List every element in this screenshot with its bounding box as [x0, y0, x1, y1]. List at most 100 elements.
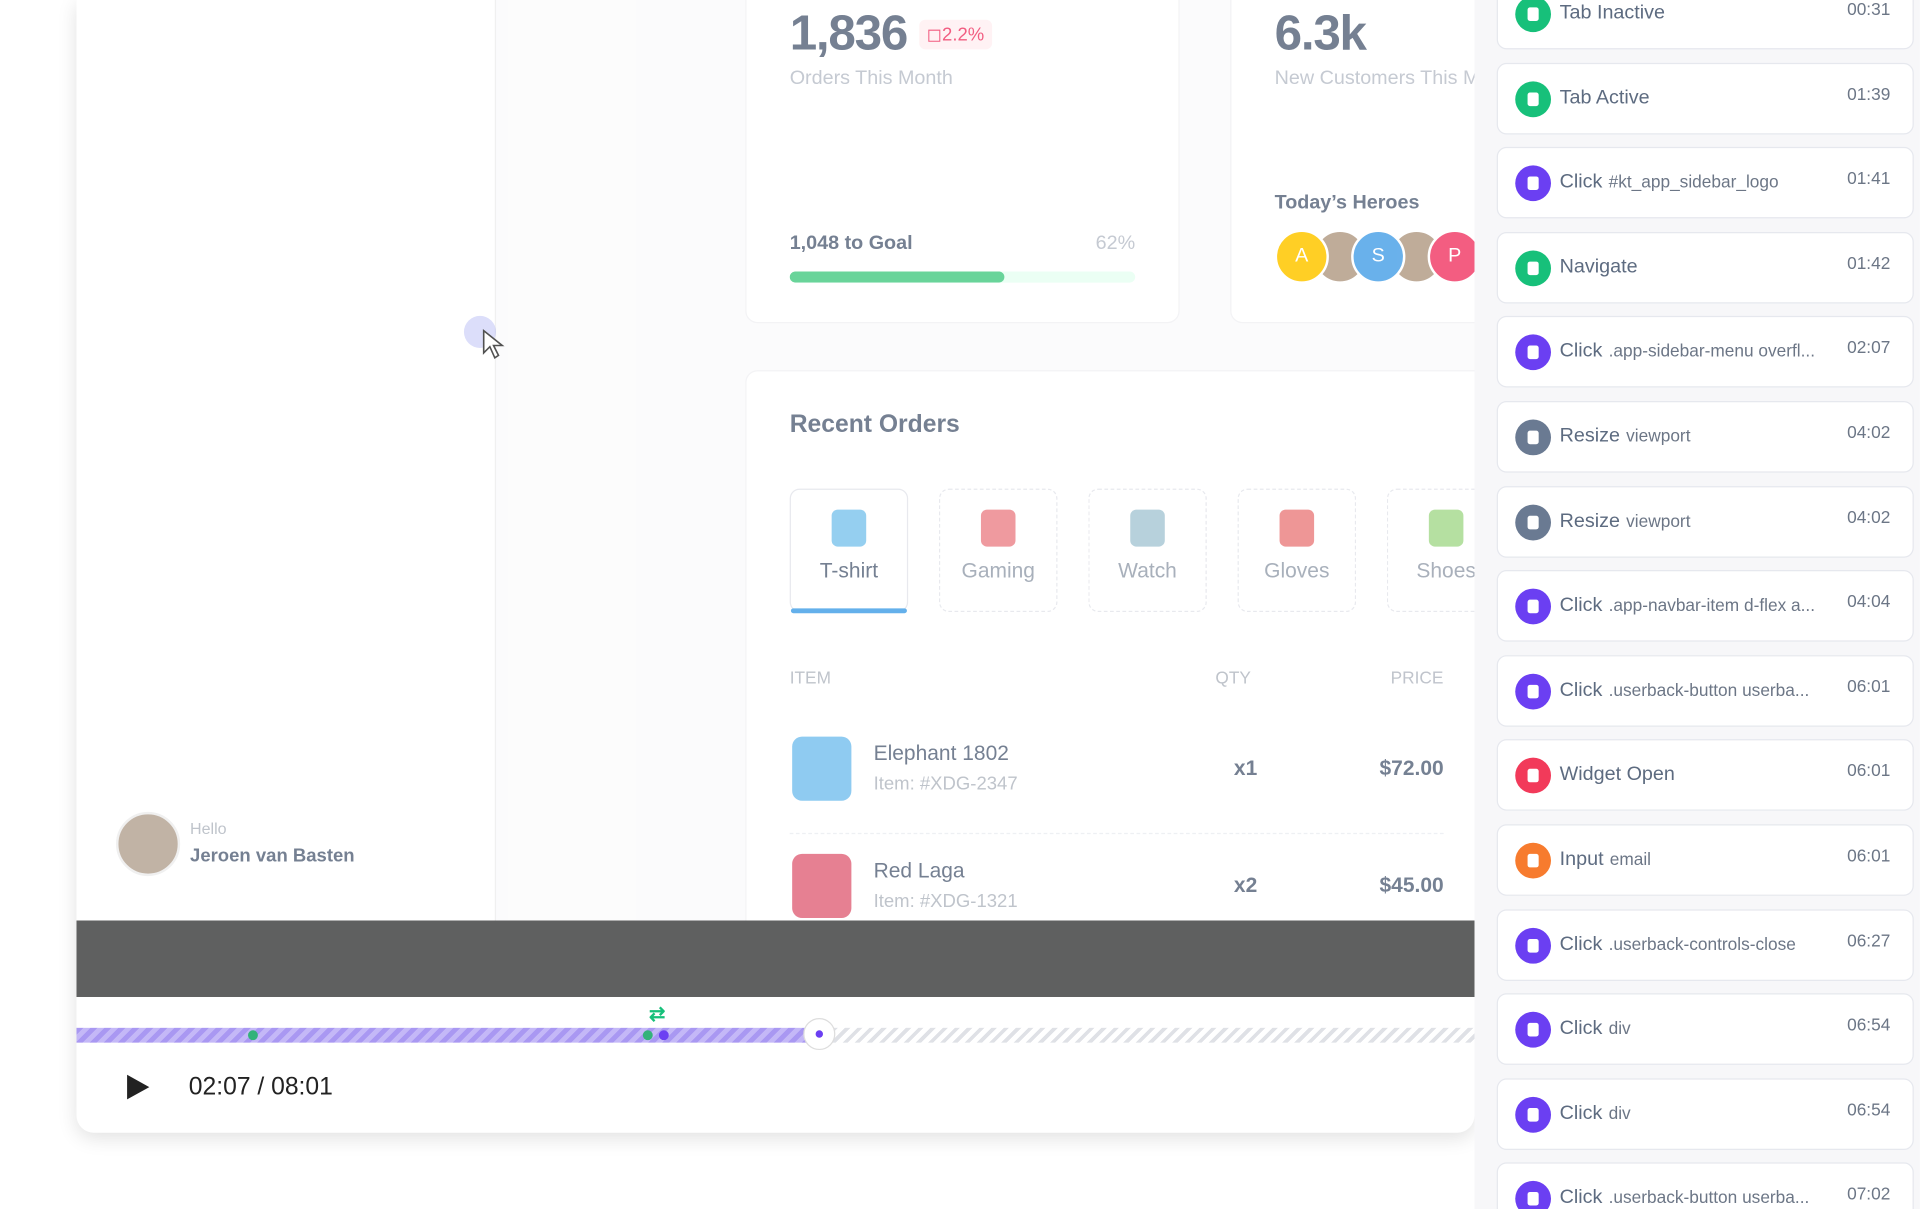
event-item[interactable]: Click .app-navbar-item d-flex a... 04:04	[1496, 570, 1914, 642]
event-item[interactable]: Click .userback-controls-close 06:27	[1496, 908, 1914, 981]
scrubber[interactable]	[803, 1017, 836, 1051]
col-item: ITEM	[789, 667, 831, 688]
orders-card: 1,836 ◻2.2% Orders This Month 1,048 to G…	[745, 0, 1180, 324]
event-target: viewport	[1626, 425, 1691, 446]
event-item[interactable]: Widget Open 06:01	[1496, 739, 1914, 812]
event-target: email	[1609, 848, 1652, 869]
event-action: Resize	[1559, 510, 1620, 532]
event-time: 07:02	[1847, 1183, 1891, 1204]
hero-avatar: P	[1427, 229, 1475, 284]
event-icon	[1515, 80, 1552, 117]
event-item[interactable]: Tab Active 01:39	[1496, 62, 1914, 134]
event-time: 00:31	[1847, 0, 1891, 19]
product-image	[792, 736, 852, 801]
remaining-track	[820, 1027, 1475, 1043]
tab-underline	[790, 608, 907, 614]
category-tab[interactable]: Gloves	[1237, 488, 1357, 613]
event-text: Resize viewport	[1560, 426, 1691, 448]
event-time: 04:02	[1847, 506, 1891, 527]
event-target: .userback-button userba...	[1608, 1187, 1810, 1208]
event-icon	[1515, 0, 1552, 33]
event-time: 06:01	[1847, 675, 1891, 696]
event-icon	[1515, 1096, 1552, 1133]
tabs: T-shirt Gaming Watch Gloves Shoes	[789, 488, 1475, 617]
product-name: Elephant 1802	[873, 741, 1009, 766]
played-track	[76, 1027, 821, 1043]
customers-label: New Customers This Month	[1274, 67, 1475, 89]
event-time: 06:54	[1847, 1014, 1891, 1035]
event-icon	[1515, 165, 1552, 202]
event-icon	[1515, 842, 1552, 879]
event-action: Navigate	[1559, 256, 1638, 278]
event-item[interactable]: Click .userback-button userba... 06:01	[1496, 654, 1914, 727]
event-item[interactable]: Click .userback-button userba... 07:02	[1496, 1162, 1914, 1209]
tab-icon	[831, 509, 867, 547]
event-icon	[1515, 419, 1552, 456]
category-tab[interactable]: Gaming	[938, 488, 1058, 613]
replayed-page: Hello Jeroen van Basten 1,836 ◻2.2% Orde…	[76, 0, 1475, 965]
event-text: Widget Open	[1560, 764, 1675, 786]
goal-bar	[789, 271, 1004, 283]
event-action: Click	[1559, 341, 1603, 363]
event-action: Click	[1559, 1187, 1603, 1209]
order-row: Elephant 1802 Item: #XDG-2347 x1 $72.00	[789, 717, 1444, 835]
player-time: 02:07 / 08:01	[188, 1073, 333, 1101]
navigate-marker: ⇄	[649, 1004, 666, 1026]
event-dot	[642, 1030, 653, 1041]
event-action: Click	[1559, 594, 1603, 616]
category-tab[interactable]: Shoes	[1386, 488, 1475, 613]
event-item[interactable]: Click div 06:54	[1496, 1078, 1914, 1150]
recent-orders: Recent Orders T-shirt Gaming Watch Gloves Sh…	[745, 370, 1475, 965]
event-target: .app-navbar-item d-flex a...	[1608, 594, 1816, 615]
orders-change-value: 2.2%	[942, 24, 985, 46]
play-button[interactable]	[123, 1071, 153, 1103]
event-target: div	[1608, 1102, 1631, 1123]
event-text: Navigate	[1560, 256, 1638, 278]
event-action: Click	[1559, 933, 1603, 955]
event-item[interactable]: Tab Inactive 00:31	[1496, 0, 1914, 50]
order-rows: Elephant 1802 Item: #XDG-2347 x1 $72.00 Red …	[789, 717, 1444, 952]
event-text: Click div	[1560, 1103, 1631, 1125]
event-target: #kt_app_sidebar_logo	[1608, 171, 1779, 192]
event-item[interactable]: Navigate 01:42	[1496, 231, 1914, 304]
event-item[interactable]: Resize viewport 04:02	[1496, 485, 1914, 558]
event-item[interactable]: Click #kt_app_sidebar_logo 01:41	[1496, 147, 1914, 219]
event-time: 06:01	[1847, 760, 1891, 781]
event-time: 06:27	[1847, 929, 1891, 950]
product-price: $72.00	[1379, 756, 1444, 780]
event-time: 06:01	[1847, 845, 1891, 865]
sidebar: Hello Jeroen van Basten	[76, 0, 497, 921]
orders-label: Orders This Month	[789, 67, 953, 89]
replay-player: Hello Jeroen van Basten 1,836 ◻2.2% Orde…	[76, 0, 1475, 1133]
event-text: Input email	[1560, 849, 1651, 871]
event-action: Input	[1559, 848, 1604, 870]
event-text: Click .userback-controls-close	[1560, 934, 1796, 956]
category-tab[interactable]: Watch	[1088, 488, 1207, 613]
event-icon	[1515, 588, 1552, 625]
user-name: Jeroen van Basten	[190, 845, 355, 867]
col-price: PRICE	[1390, 667, 1444, 688]
event-item[interactable]: Resize viewport 04:02	[1496, 401, 1914, 473]
event-action: Click	[1559, 679, 1603, 701]
event-action: Widget Open	[1559, 764, 1675, 786]
event-time: 01:41	[1847, 168, 1891, 188]
recent-orders-title: Recent Orders	[789, 410, 960, 439]
user-greeting: Hello	[190, 819, 227, 838]
event-action: Click	[1559, 1018, 1603, 1040]
event-target: div	[1608, 1018, 1631, 1038]
tab-label: Gloves	[1264, 558, 1330, 583]
tab-label: Gaming	[961, 558, 1035, 583]
event-target: .userback-button userba...	[1608, 679, 1810, 700]
player-bar	[76, 920, 1475, 997]
event-text: Tab Active	[1560, 87, 1650, 109]
tab-label: T-shirt	[819, 558, 879, 583]
product-price: $45.00	[1379, 873, 1444, 898]
event-item[interactable]: Click div 06:54	[1496, 993, 1914, 1066]
event-action: Click	[1559, 171, 1603, 193]
event-action: Tab Inactive	[1559, 2, 1666, 24]
event-item[interactable]: Click .app-sidebar-menu overfl... 02:07	[1496, 316, 1914, 388]
tab-icon	[980, 509, 1016, 547]
event-item[interactable]: Input email 06:01	[1496, 824, 1914, 896]
category-tab[interactable]: T-shirt	[789, 488, 909, 614]
